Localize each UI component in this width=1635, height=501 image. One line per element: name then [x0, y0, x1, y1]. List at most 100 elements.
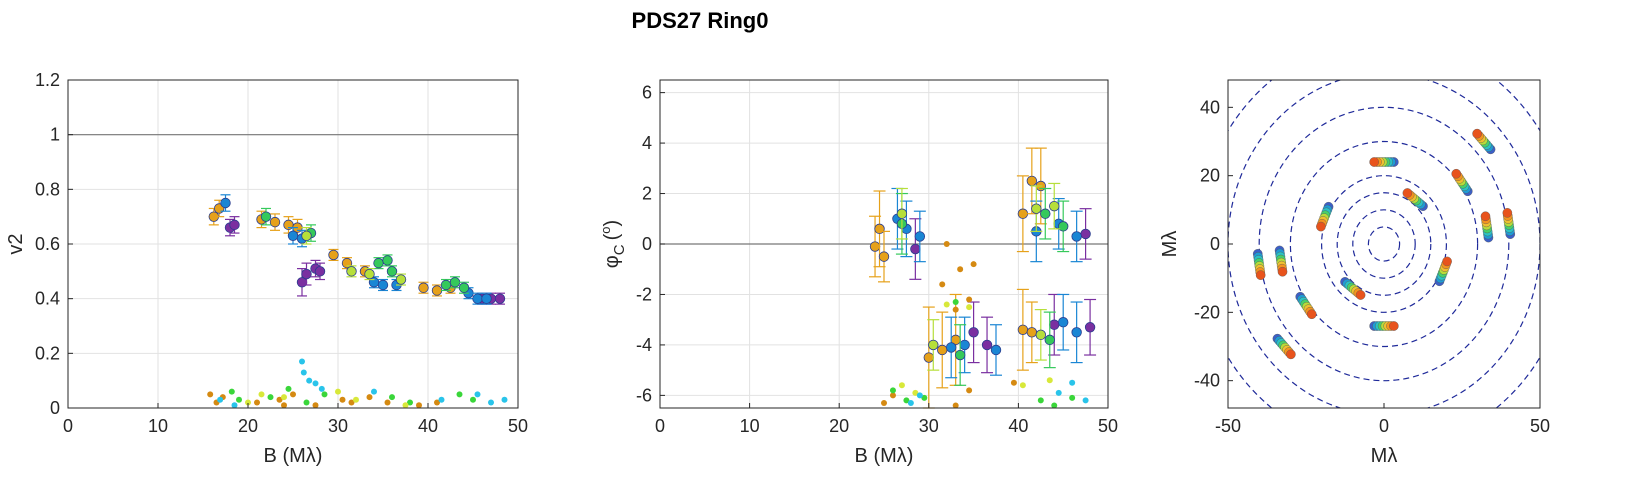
x-tick-label: 10	[148, 416, 168, 436]
uv-point	[1277, 266, 1288, 277]
y-tick-label: 0.8	[35, 179, 60, 199]
data-point	[474, 391, 481, 398]
data-point	[260, 211, 272, 222]
data-point	[407, 399, 413, 406]
data-point	[346, 266, 357, 277]
data-point	[328, 249, 339, 261]
figure-title: PDS27 Ring0	[631, 8, 769, 33]
data-point	[382, 255, 393, 266]
data-point	[954, 349, 966, 361]
data-point	[939, 281, 946, 288]
data-point	[1046, 377, 1053, 384]
data-point	[1069, 394, 1076, 401]
data-point	[236, 396, 242, 403]
data-point	[889, 392, 896, 399]
data-point	[896, 208, 908, 219]
x-axis-label: B (Mλ)	[264, 445, 323, 467]
reference-circle	[1352, 209, 1416, 279]
data-point	[456, 391, 463, 398]
uv-point	[1451, 168, 1462, 179]
y-tick-label: 4	[642, 133, 652, 153]
data-point	[306, 377, 313, 384]
uv-point	[1480, 211, 1491, 222]
y-tick-label: 20	[1200, 166, 1220, 186]
y-tick-label: 0.6	[35, 234, 60, 254]
data-point	[386, 266, 398, 277]
data-point	[959, 339, 970, 351]
data-point	[881, 399, 887, 406]
data-point	[970, 261, 977, 268]
data-point	[314, 266, 326, 277]
axes-box	[659, 79, 1109, 409]
data-point	[416, 402, 422, 409]
uv-point	[1502, 208, 1513, 218]
data-point	[1026, 327, 1038, 338]
y-tick-label: 0.4	[35, 289, 60, 309]
uv-point	[1316, 221, 1326, 232]
data-point	[1026, 175, 1038, 187]
data-point	[440, 279, 452, 291]
y-tick-label: 40	[1200, 97, 1220, 117]
data-point	[1084, 322, 1096, 333]
uv-point	[1355, 290, 1366, 300]
x-tick-label: 50	[1530, 416, 1550, 436]
data-point	[287, 230, 299, 242]
data-point	[371, 388, 377, 395]
data-point	[898, 382, 905, 389]
x-tick-label: 50	[1098, 416, 1118, 436]
data-point	[923, 352, 935, 363]
data-point	[1080, 228, 1091, 240]
data-point	[874, 223, 885, 235]
data-point	[1044, 334, 1055, 346]
y-tick-label: -4	[636, 335, 652, 355]
data-point	[1049, 319, 1060, 330]
data-point	[364, 268, 375, 280]
uv-inner	[1228, 80, 1540, 408]
data-point	[300, 369, 307, 376]
data-point	[276, 396, 283, 403]
y-axis-label: Mλ	[1159, 231, 1181, 258]
data-point	[990, 344, 1002, 356]
data-point	[957, 266, 964, 273]
data-point	[1057, 317, 1069, 328]
y-axis-label: v2	[5, 233, 27, 254]
data-point	[952, 299, 959, 306]
y-axis-label-subscript: C	[611, 244, 628, 255]
data-point	[1035, 329, 1047, 341]
data-point	[966, 296, 973, 303]
y-tick-label: -6	[636, 385, 652, 405]
data-point	[981, 339, 993, 351]
x-tick-label: 0	[1379, 416, 1389, 436]
data-point	[501, 396, 508, 403]
data-point	[1071, 231, 1082, 242]
data-point	[301, 230, 312, 242]
data-point	[267, 394, 274, 401]
x-tick-label: 30	[919, 416, 939, 436]
x-tick-label: 30	[328, 416, 348, 436]
data-point	[1031, 203, 1042, 214]
data-point	[285, 385, 292, 392]
data-point	[434, 399, 440, 406]
data-point	[472, 293, 483, 304]
data-point	[903, 397, 910, 404]
data-point	[910, 243, 921, 255]
uv-point	[1255, 270, 1266, 280]
data-point	[937, 344, 948, 356]
y-axis-label: φC (o)	[598, 220, 628, 268]
data-point	[1051, 402, 1058, 409]
uv-point	[1472, 128, 1482, 139]
data-point	[1040, 208, 1051, 219]
data-point	[481, 293, 492, 304]
data-point	[488, 399, 494, 406]
data-point	[384, 399, 391, 406]
data-point	[318, 385, 325, 392]
data-point	[366, 394, 373, 401]
data-point	[301, 268, 312, 280]
reference-circle	[1367, 226, 1401, 262]
data-point	[418, 282, 429, 293]
data-point	[220, 197, 231, 209]
data-point	[1071, 327, 1082, 338]
data-point	[303, 399, 310, 406]
data-point	[449, 277, 461, 288]
